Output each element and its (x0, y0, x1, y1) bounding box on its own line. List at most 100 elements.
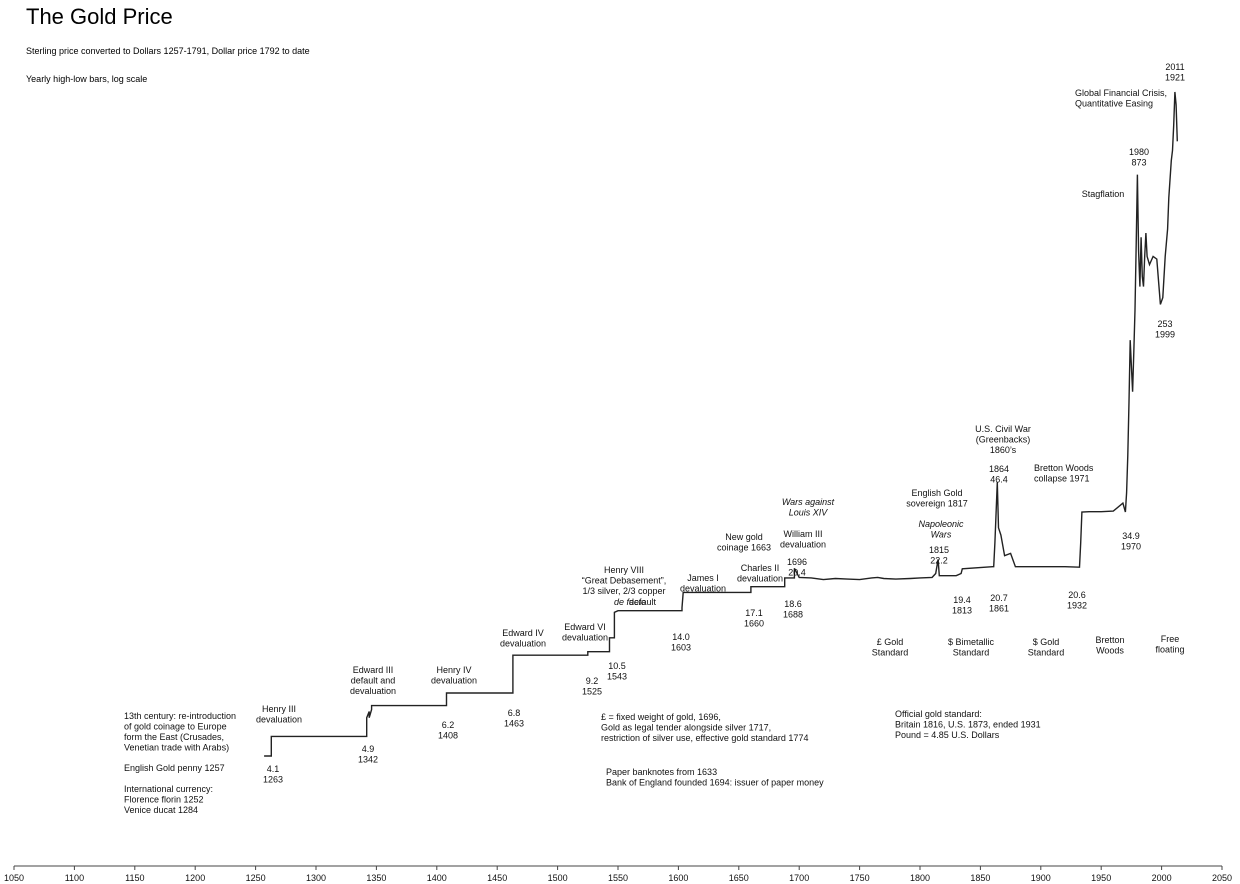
annotation-line: 9.2 (586, 676, 599, 686)
annotation-line: Standard (1028, 648, 1065, 658)
annotation-line: 20.7 (990, 593, 1008, 603)
chart-annotation: 14.0 1603 (671, 632, 691, 653)
annotation-line: $ Bimetallic (948, 637, 995, 647)
annotation-line: Venice ducat 1284 (124, 805, 198, 815)
annotation-line: 1980 (1129, 147, 1149, 157)
chart-annotation: 1980 873 (1129, 147, 1149, 168)
annotation-line: of gold coinage to Europe (124, 722, 227, 732)
annotation-line: 1525 (582, 687, 602, 697)
annotation-line: Louis XIV (789, 508, 829, 518)
annotation-line: Charles II (741, 563, 780, 573)
chart-annotation: 18.6 1688 (783, 599, 803, 620)
annotation-line: 1861 (989, 604, 1009, 614)
chart-annotation: Edward III default and devaluation (350, 665, 396, 696)
annotation-line: 34.9 (1122, 531, 1140, 541)
x-tick-label: 1150 (125, 873, 144, 883)
annotation-line: International currency: (124, 784, 213, 794)
annotation-line: William III (784, 529, 823, 539)
chart-annotation: New gold coinage 1663 (717, 532, 771, 553)
annotation-line: 1660 (744, 619, 764, 629)
annotation-line: Napoleonic (918, 519, 964, 529)
annotation-line: sovereign 1817 (906, 499, 968, 509)
annotation-line: Henry IV (436, 665, 471, 675)
chart-annotation: 253 1999 (1155, 319, 1175, 340)
annotation-line: Edward IV (502, 628, 544, 638)
chart-subtitle-1: Sterling price converted to Dollars 1257… (26, 46, 310, 56)
x-tick-label: 1550 (608, 873, 628, 883)
chart-subtitle-2: Yearly high-low bars, log scale (26, 74, 147, 84)
annotation-line: de facto (614, 597, 646, 607)
annotation-line: restriction of silver use, effective gol… (601, 733, 808, 743)
annotation-line: devaluation (350, 686, 396, 696)
annotation-line: Wars against (782, 497, 835, 507)
annotation-line: Venetian trade with Arabs) (124, 743, 229, 753)
annotation-line: Henry VIII (604, 565, 644, 575)
chart-annotation: International currency: Florence florin 1… (124, 784, 213, 815)
chart-annotation: £ = fixed weight of gold, 1696, Gold as l… (601, 712, 808, 743)
chart-annotation: Paper banknotes from 1633 Bank of England… (606, 767, 824, 788)
x-tick-label: 1900 (1031, 873, 1051, 883)
x-tick-label: 1350 (366, 873, 386, 883)
annotations: 13th century: re-introduction of gold coi… (124, 62, 1185, 815)
chart-annotation: 17.1 1660 (744, 608, 764, 629)
annotation-line: devaluation (737, 574, 783, 584)
annotation-line: default (629, 597, 657, 607)
annotation-line: 17.1 (745, 608, 763, 618)
annotation-line: 46.4 (990, 475, 1008, 485)
annotation-line: Woods (1096, 646, 1124, 656)
annotation-line: Bank of England founded 1694: issuer of … (606, 778, 824, 788)
chart-annotation: Edward IV devaluation (500, 628, 546, 649)
chart-annotation: Napoleonic Wars (918, 519, 964, 540)
chart-annotation: 20.6 1932 (1067, 590, 1087, 611)
chart-annotation: 1696 20.4 (787, 557, 807, 578)
x-axis: 1050 1100 1150 1200 1250 1300 1350 1400 1450 1500… (4, 865, 1232, 883)
x-tick-label: 1200 (185, 873, 205, 883)
chart-annotation: Edward VI devaluation (562, 622, 608, 643)
chart-annotation: Henry VIII “Great Debasement”, 1/3 silver,… (582, 565, 667, 596)
chart-annotation: 10.5 1543 (607, 661, 627, 682)
annotation-line: 10.5 (608, 661, 626, 671)
annotation-line: 1543 (607, 672, 627, 682)
annotation-line: English Gold (911, 488, 962, 498)
chart-annotation: $ Gold Standard (1028, 637, 1065, 658)
chart-annotation: Global Financial Crisis, Quantitative Eas… (1075, 88, 1167, 109)
annotation-line: Edward III (353, 665, 394, 675)
annotation-line: 1932 (1067, 601, 1087, 611)
annotation-line: 1463 (504, 719, 524, 729)
annotation-line: 1342 (358, 755, 378, 765)
annotation-line: devaluation (780, 540, 826, 550)
annotation-line: Bretton Woods (1034, 463, 1094, 473)
x-tick-label: 1700 (789, 873, 809, 883)
chart-annotation: 1864 46.4 (989, 464, 1009, 485)
x-tick-label: 1300 (306, 873, 326, 883)
annotation-line: 22.2 (930, 556, 948, 566)
annotation-line: James I (687, 573, 719, 583)
annotation-line: 20.6 (1068, 590, 1086, 600)
annotation-line: 6.2 (442, 720, 455, 730)
x-tick-label: 1050 (4, 873, 24, 883)
annotation-line: Free (1161, 634, 1180, 644)
x-tick-label: 1100 (65, 873, 84, 883)
annotation-line: 14.0 (672, 632, 690, 642)
annotation-line: Standard (953, 648, 990, 658)
chart-annotation: English Gold sovereign 1817 (906, 488, 968, 509)
chart-annotation: 4.1 1263 (263, 764, 283, 785)
annotation-line: Stagflation (1082, 189, 1125, 199)
annotation-line: English Gold penny 1257 (124, 763, 225, 773)
annotation-line: 1696 (787, 557, 807, 567)
annotation-line: Quantitative Easing (1075, 99, 1153, 109)
annotation-line: U.S. Civil War (975, 424, 1031, 434)
annotation-line: 1970 (1121, 542, 1141, 552)
annotation-line: Standard (872, 648, 909, 658)
chart-annotation: Charles II devaluation (737, 563, 783, 584)
annotation-line: 1864 (989, 464, 1009, 474)
annotation-line: 873 (1131, 158, 1146, 168)
annotation-line: 1263 (263, 775, 283, 785)
annotation-line: devaluation (562, 633, 608, 643)
annotation-line: 13th century: re-introduction (124, 711, 236, 721)
chart-annotation: Bretton Woods collapse 1971 (1034, 463, 1094, 484)
annotation-line: 19.4 (953, 595, 971, 605)
gold-price-line (264, 91, 1178, 757)
